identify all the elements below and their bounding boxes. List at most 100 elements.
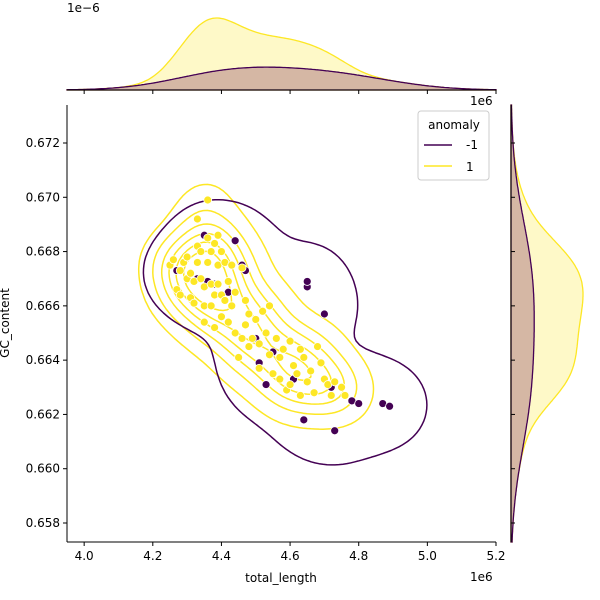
scatter-point-normal	[223, 317, 233, 327]
legend-label-anomaly: -1	[466, 138, 478, 152]
scatter-point-normal	[261, 328, 271, 338]
scatter-point-normal	[220, 296, 230, 305]
scatter-point-normal	[230, 328, 240, 338]
y-tick-label: 0.660	[26, 462, 60, 476]
scatter-point-normal	[189, 298, 199, 308]
scatter-point-normal	[302, 377, 312, 387]
scatter-point-anomaly	[385, 401, 395, 411]
scatter-point-normal	[234, 353, 244, 362]
top-marginal-kde	[66, 17, 497, 91]
scatter-point-normal	[254, 339, 264, 349]
scatter-points	[165, 195, 395, 436]
scatter-point-normal	[265, 301, 274, 311]
kde-contour-normal	[160, 223, 346, 405]
right-marginal-offset-label: 1e6	[470, 94, 493, 108]
scatter-point-normal	[203, 258, 213, 267]
scatter-point-anomaly	[230, 236, 240, 246]
x-axis-label: total_length	[245, 571, 317, 585]
scatter-point-normal	[203, 233, 213, 243]
scatter-point-normal	[340, 391, 350, 400]
scatter-point-normal	[285, 336, 295, 346]
y-tick-label: 0.662	[26, 407, 60, 421]
scatter-point-normal	[306, 366, 316, 376]
legend: anomaly -1 1	[417, 110, 490, 181]
x-tick-label: 5.2	[486, 549, 505, 563]
scatter-point-normal	[278, 344, 288, 354]
scatter-point-normal	[247, 334, 257, 343]
scatter-point-normal	[316, 358, 326, 368]
scatter-point-normal	[271, 334, 281, 343]
scatter-point-normal	[196, 274, 206, 284]
y-tick-label: 0.658	[26, 516, 60, 530]
y-tick-label: 0.666	[26, 299, 60, 313]
x-tick-label: 4.2	[143, 549, 162, 563]
y-tick-label: 0.668	[26, 245, 60, 259]
scatter-point-normal	[244, 309, 254, 319]
scatter-point-normal	[295, 391, 305, 400]
scatter-point-normal	[265, 350, 274, 360]
x-axis-ticks: 4.0 4.2 4.4 4.6 4.8 5.0 5.2	[75, 90, 506, 563]
scatter-point-normal	[237, 263, 247, 273]
scatter-point-normal	[206, 301, 216, 311]
scatter-point-anomaly	[330, 426, 340, 436]
scatter-point-normal	[193, 214, 202, 224]
kde-contour-normal	[152, 209, 358, 416]
scatter-point-normal	[175, 290, 185, 300]
scatter-point-normal	[203, 195, 213, 205]
scatter-point-normal	[337, 382, 346, 392]
x-tick-label: 4.4	[212, 549, 231, 563]
scatter-point-normal	[251, 315, 261, 324]
scatter-point-normal	[213, 230, 223, 240]
scatter-point-normal	[313, 342, 322, 351]
legend-label-normal: 1	[466, 160, 474, 174]
x-tick-label: 4.8	[349, 549, 368, 563]
scatter-point-anomaly	[302, 277, 312, 286]
scatter-point-normal	[213, 279, 223, 289]
scatter-point-anomaly	[261, 380, 271, 389]
scatter-point-normal	[275, 353, 285, 362]
legend-title: anomaly	[428, 118, 480, 132]
scatter-point-normal	[292, 369, 302, 379]
x-tick-label: 4.0	[75, 549, 94, 563]
scatter-point-normal	[193, 258, 202, 267]
top-kde-anomaly	[66, 66, 497, 91]
scatter-point-normal	[237, 334, 247, 343]
scatter-point-normal	[289, 361, 298, 370]
scatter-point-normal	[326, 391, 336, 400]
x-tick-label: 4.6	[281, 549, 300, 563]
scatter-point-normal	[230, 287, 240, 297]
scatter-point-normal	[275, 374, 285, 384]
scatter-point-anomaly	[299, 415, 309, 425]
y-axis-ticks: 0.658 0.660 0.662 0.664 0.666 0.668 0.670 0.672	[26, 136, 515, 530]
scatter-point-normal	[175, 266, 185, 275]
scatter-point-normal	[330, 377, 340, 387]
scatter-point-normal	[241, 320, 250, 330]
legend-box	[417, 110, 490, 181]
y-tick-label: 0.664	[26, 353, 60, 367]
scatter-point-normal	[210, 323, 219, 332]
scatter-point-normal	[244, 342, 254, 351]
scatter-point-normal	[227, 260, 237, 270]
scatter-point-normal	[206, 247, 216, 256]
y-tick-label: 0.670	[26, 190, 60, 204]
scatter-point-normal	[223, 277, 233, 286]
kde-contour-normal	[137, 183, 375, 430]
scatter-point-normal	[196, 247, 206, 256]
scatter-point-normal	[254, 363, 264, 373]
scatter-point-normal	[227, 301, 237, 311]
scatter-point-normal	[182, 252, 192, 262]
scatter-point-normal	[309, 388, 319, 398]
scatter-point-anomaly	[319, 309, 329, 319]
scatter-point-anomaly	[354, 399, 364, 408]
y-tick-label: 0.672	[26, 136, 60, 150]
y-axis-label: GC_content	[0, 288, 12, 358]
scatter-point-normal	[168, 255, 178, 265]
scatter-point-normal	[210, 239, 219, 248]
top-marginal-offset-label: 1e−6	[67, 1, 100, 15]
scatter-point-normal	[217, 247, 226, 256]
x-tick-label: 5.0	[418, 549, 437, 563]
scatter-point-normal	[217, 312, 226, 322]
scatter-point-normal	[186, 268, 195, 278]
scatter-point-normal	[268, 369, 278, 379]
